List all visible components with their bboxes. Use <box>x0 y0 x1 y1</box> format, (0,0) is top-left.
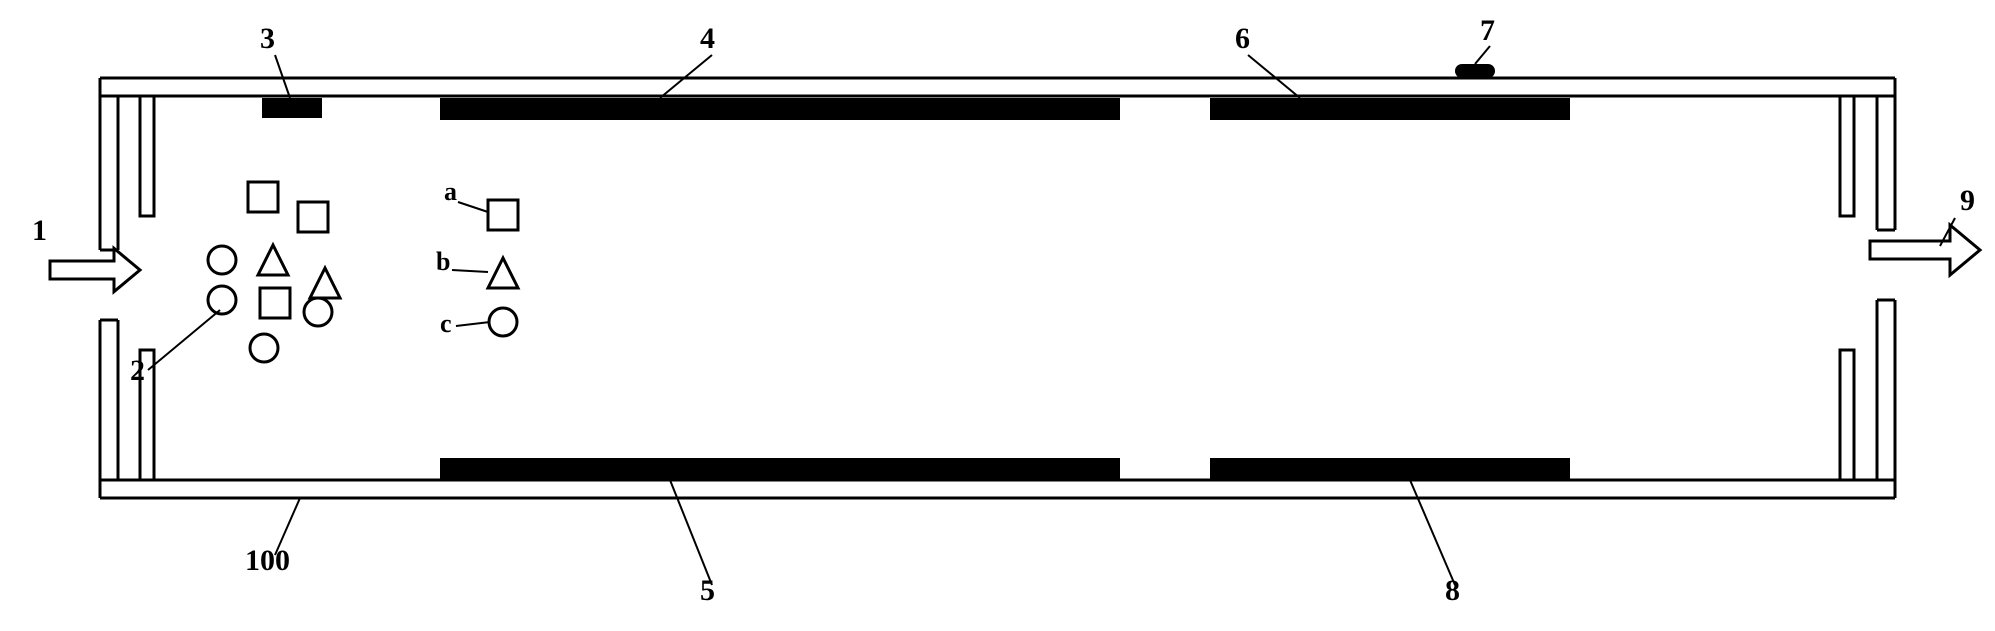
leader-line-5 <box>670 480 712 585</box>
bar-button <box>1455 64 1495 78</box>
leader-line-b <box>452 270 488 272</box>
label-7: 7 <box>1480 14 1495 47</box>
label-b: b <box>436 247 450 276</box>
label-5: 5 <box>700 574 715 607</box>
particle-circle-3 <box>250 334 278 362</box>
label-3: 3 <box>260 22 275 55</box>
leader-line-7 <box>1475 46 1490 64</box>
particle-circle-2 <box>304 298 332 326</box>
label-8: 8 <box>1445 574 1460 607</box>
leader-line-a <box>458 202 488 212</box>
leader-line-2 <box>148 310 220 370</box>
label-1: 1 <box>32 214 47 247</box>
label-a: a <box>444 177 457 206</box>
label-c: c <box>440 309 452 338</box>
leader-line-c <box>456 322 490 326</box>
label-4: 4 <box>700 22 715 55</box>
bar-small_top <box>262 98 322 118</box>
schematic-diagram: 1 2 3 4 6 7 9 5 8 100 a b c <box>0 0 1995 631</box>
bar-bot_right <box>1210 458 1570 480</box>
particle-square-1 <box>298 202 328 232</box>
outlet-arrow-icon <box>1870 225 1980 275</box>
label-9: 9 <box>1960 184 1975 217</box>
particle-triangle-1 <box>310 268 340 298</box>
legend-circle <box>489 308 517 336</box>
baffle-right_top <box>1840 96 1854 216</box>
baffle-left_top <box>140 96 154 216</box>
inlet-arrow-icon <box>50 248 140 291</box>
baffle-right_bot <box>1840 350 1854 480</box>
legend-triangle <box>488 258 518 288</box>
particle-triangle-0 <box>258 245 288 275</box>
leader-line-8 <box>1410 480 1455 585</box>
particle-circle-1 <box>208 286 236 314</box>
label-2: 2 <box>130 354 145 387</box>
label-100: 100 <box>245 544 290 577</box>
bar-bot_long <box>440 458 1120 480</box>
particle-square-0 <box>248 182 278 212</box>
legend-square <box>488 200 518 230</box>
bar-top_right <box>1210 98 1570 120</box>
particle-circle-0 <box>208 246 236 274</box>
particle-square-2 <box>260 288 290 318</box>
label-6: 6 <box>1235 22 1250 55</box>
bar-top_long <box>440 98 1120 120</box>
